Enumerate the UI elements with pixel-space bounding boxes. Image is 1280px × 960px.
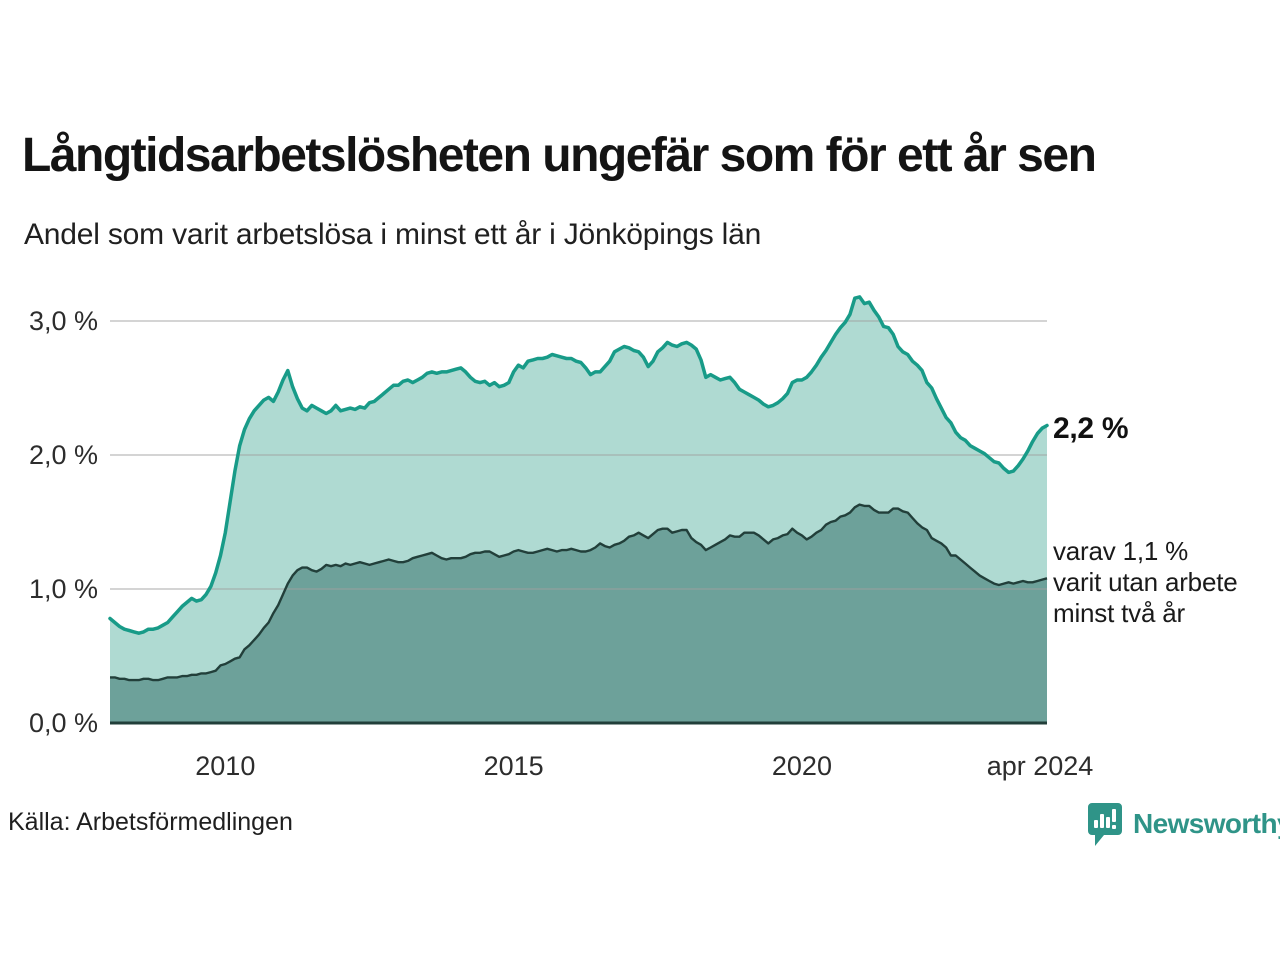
latest-value-label: 2,2 % — [1053, 412, 1129, 445]
page-title: Långtidsarbetslösheten ungefär som för e… — [22, 129, 1097, 182]
two-year-annotation-line-1: varav 1,1 % — [1053, 536, 1189, 566]
y-axis-label-2: 2,0 % — [28, 440, 98, 470]
y-axis-label-0: 0,0 % — [28, 708, 98, 738]
two-year-annotation: varav 1,1 % varit utan arbete minst två … — [1053, 536, 1238, 629]
page-subtitle: Andel som varit arbetslösa i minst ett å… — [24, 218, 762, 251]
y-axis-label-1: 1,0 % — [28, 574, 98, 604]
y-axis-label-3: 3,0 % — [28, 306, 98, 336]
two-year-annotation-line-3: minst två år — [1053, 598, 1185, 628]
source-label: Källa: Arbetsförmedlingen — [8, 808, 293, 836]
x-axis-label-2010: 2010 — [195, 751, 256, 781]
x-axis-label-2015: 2015 — [483, 751, 544, 781]
two-year-annotation-line-2: varit utan arbete — [1053, 567, 1238, 597]
newsworthy-wordmark: Newsworthy — [1133, 808, 1280, 839]
x-axis-label-2020: 2020 — [771, 751, 832, 781]
newsworthy-logo: Newsworthy — [1087, 802, 1280, 853]
x-axis-label-apr-2024: apr 2024 — [986, 751, 1094, 781]
newsworthy-logo-icon — [1087, 802, 1123, 853]
